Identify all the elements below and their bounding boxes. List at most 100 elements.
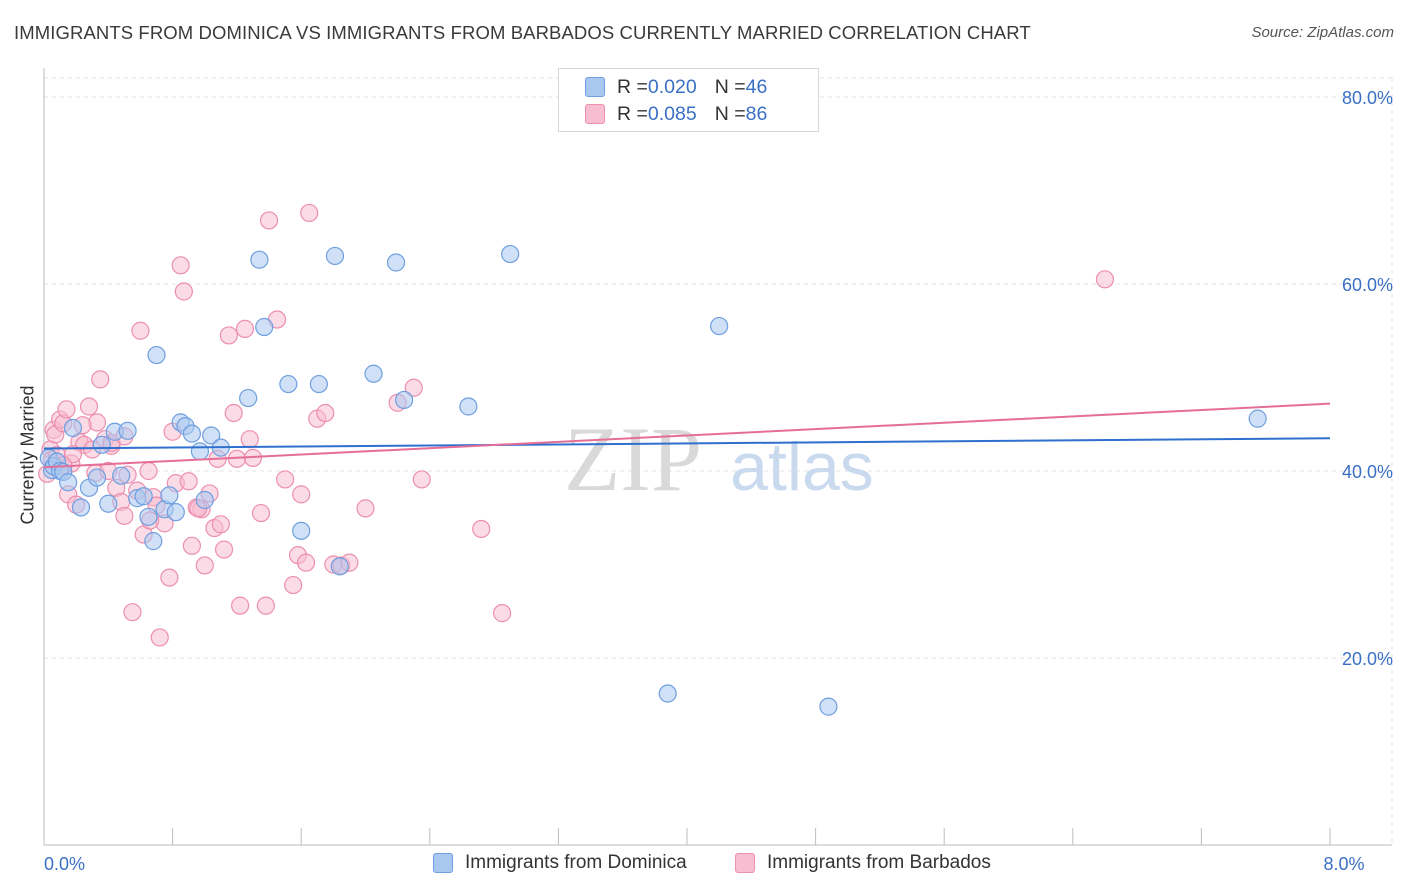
dominica-point <box>139 507 158 526</box>
barbados-point <box>182 536 201 555</box>
barbados-point <box>235 319 255 338</box>
points-layer <box>38 203 1267 716</box>
watermark: ZIP atlas <box>564 408 874 510</box>
legend-r-value: 0.020 <box>647 75 697 98</box>
barbados-point <box>123 603 142 622</box>
dominica-point <box>1248 409 1267 428</box>
dominica-point <box>250 250 269 269</box>
y-axis-label: Currently Married <box>17 385 38 525</box>
legend-r-label: R = <box>617 75 648 98</box>
dominica-point <box>501 244 520 264</box>
barbados-point <box>174 282 193 301</box>
dominica-point <box>166 503 185 522</box>
barbados-point <box>256 596 275 615</box>
barbados-point <box>150 628 169 647</box>
x-tick-label: 0.0% <box>44 854 85 874</box>
bottom-legend-label: Immigrants from Barbados <box>767 852 991 873</box>
barbados-point <box>472 519 491 539</box>
barbados-point <box>139 461 158 481</box>
dominica-point <box>59 473 78 492</box>
dominica-point <box>63 418 83 438</box>
barbados-swatch <box>585 104 605 124</box>
legend-row-barbados: R = 0.085 N = 86 <box>585 101 767 127</box>
barbados-point <box>91 370 110 389</box>
dominica-point <box>92 435 111 454</box>
barbados-point <box>57 400 76 419</box>
dominica-point <box>112 466 131 485</box>
bottom-legend-dominica: Immigrants from Dominica <box>433 852 687 874</box>
dominica-point <box>99 494 118 513</box>
dominica-swatch <box>585 77 605 97</box>
barbados-point <box>195 556 214 575</box>
bottom-legend-label: Immigrants from Dominica <box>465 852 687 873</box>
dominica-point <box>239 388 258 408</box>
dominica-point <box>330 557 349 576</box>
legend-n-label: N = <box>714 102 746 125</box>
barbados-point <box>300 203 319 223</box>
barbados-point <box>259 211 279 230</box>
barbados-point <box>296 553 316 572</box>
dominica-point <box>309 374 328 394</box>
dominica-point <box>87 468 107 487</box>
barbados-point <box>231 596 250 615</box>
barbados-swatch <box>735 853 755 873</box>
x-tick-label: 8.0% <box>1323 854 1364 874</box>
barbados-point <box>219 326 238 345</box>
barbados-point <box>356 499 375 518</box>
barbados-point <box>240 430 259 449</box>
dominica-trend-line <box>43 437 1331 450</box>
chart-title: IMMIGRANTS FROM DOMINICA VS IMMIGRANTS F… <box>14 22 1031 43</box>
dominica-point <box>118 421 137 440</box>
watermark-zip: ZIP <box>564 408 702 510</box>
source-credit: Source: ZipAtlas.com <box>1251 24 1394 41</box>
dominica-swatch <box>433 853 453 873</box>
dominica-point <box>147 345 166 365</box>
barbados-point <box>1095 270 1115 289</box>
dominica-point <box>364 364 383 383</box>
barbados-point <box>493 604 512 623</box>
dominica-point <box>134 487 153 506</box>
dominica-point <box>195 490 214 510</box>
dominica-point <box>202 426 221 445</box>
y-tick-label: 80.0% <box>1342 88 1393 108</box>
dominica-point <box>459 397 478 416</box>
dominica-point <box>255 317 274 337</box>
barbados-point <box>131 321 150 340</box>
barbados-point <box>160 568 179 587</box>
barbados-point <box>224 403 243 423</box>
dominica-point <box>292 521 311 540</box>
legend-n-value: 46 <box>745 75 768 98</box>
legend-r-label: R = <box>617 102 648 125</box>
barbados-point <box>171 256 190 275</box>
dominica-point <box>394 390 414 410</box>
y-tick-label: 60.0% <box>1342 275 1393 295</box>
barbados-point <box>284 575 303 595</box>
legend-n-label: N = <box>714 75 746 98</box>
barbados-point <box>79 397 99 416</box>
dominica-point <box>144 532 163 551</box>
dominica-point <box>325 246 345 266</box>
dominica-point <box>386 253 406 272</box>
barbados-point <box>412 470 431 489</box>
dominica-point <box>182 424 201 443</box>
barbados-point <box>276 470 295 489</box>
dominica-point <box>710 316 729 336</box>
axis-layer: 20.0% 40.0% 60.0% 80.0% 0.0% 8.0% <box>43 68 1393 874</box>
dominica-point <box>160 486 179 505</box>
correlation-legend: R = 0.020 N = 46 R = 0.085 N = 86 <box>558 68 819 132</box>
barbados-point <box>211 515 230 534</box>
barbados-point <box>251 503 271 523</box>
y-tick-label: 40.0% <box>1342 462 1393 482</box>
barbados-trend-line <box>43 402 1331 469</box>
dominica-point <box>279 374 298 394</box>
barbados-point <box>179 472 198 491</box>
barbados-point <box>316 403 335 423</box>
barbados-point <box>404 378 423 397</box>
trend-layer <box>43 402 1331 469</box>
y-tick-label: 20.0% <box>1342 649 1393 669</box>
dominica-point <box>71 498 91 517</box>
watermark-atlas: atlas <box>730 429 874 505</box>
dominica-point <box>190 442 210 461</box>
dominica-point <box>819 697 838 716</box>
